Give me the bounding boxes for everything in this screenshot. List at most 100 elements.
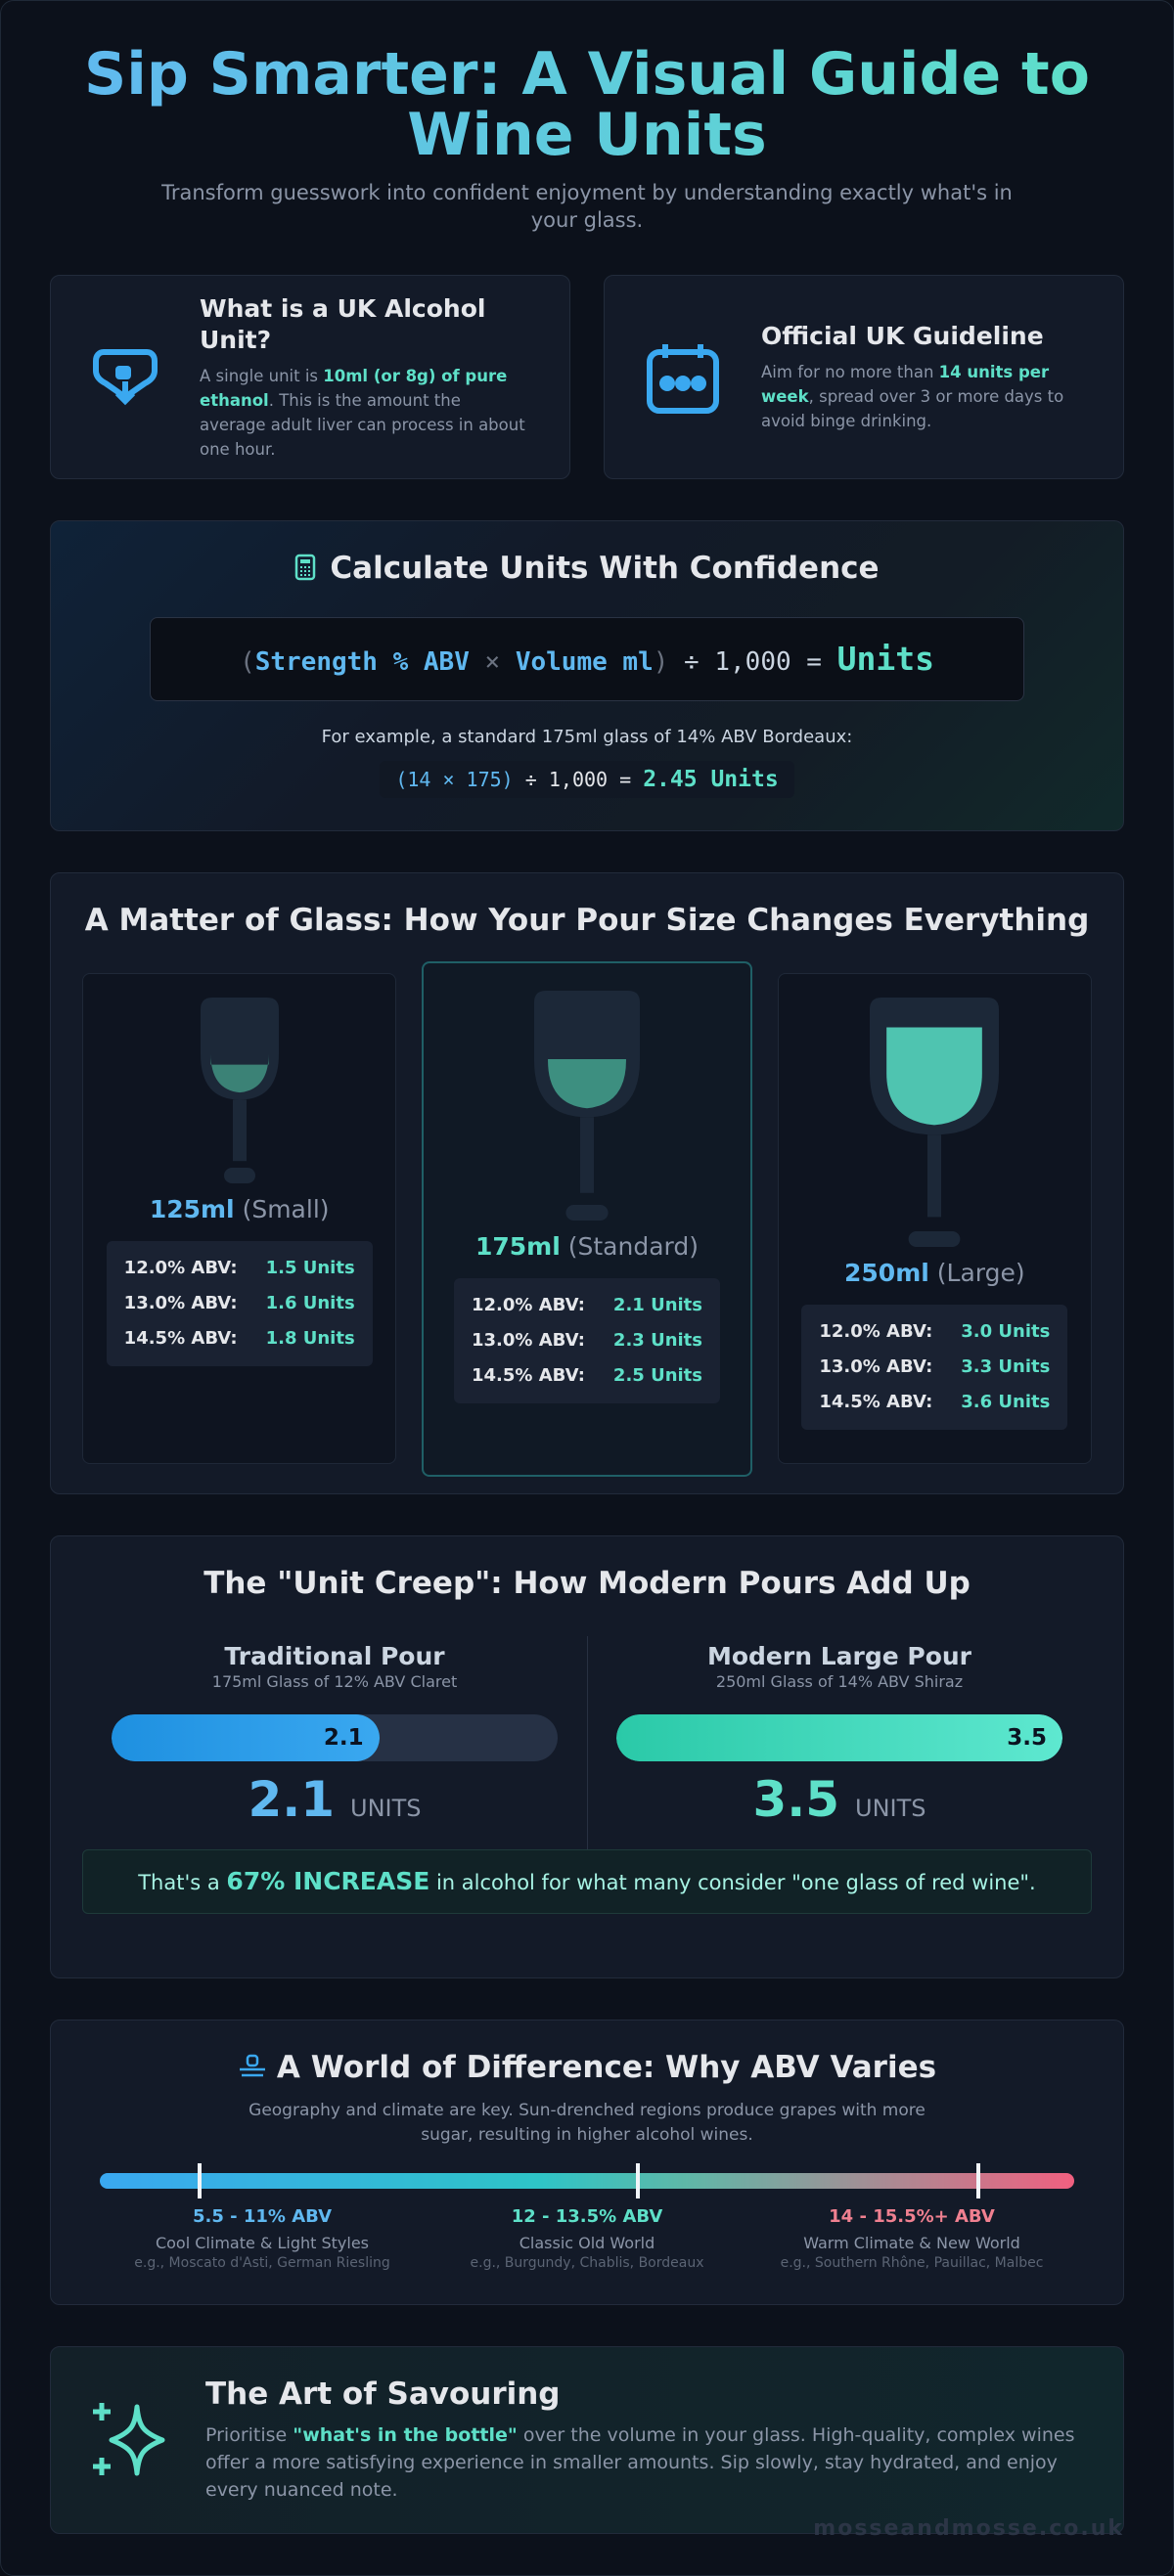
table-row: 13.0% ABV: 3.3 Units bbox=[819, 1350, 1050, 1385]
range: 14 - 15.5%+ ABV bbox=[829, 2206, 995, 2227]
section-title: Calculate Units With Confidence bbox=[51, 549, 1123, 588]
pour-title: Modern Large Pour bbox=[706, 1642, 972, 1670]
units: 3.6 Units bbox=[961, 1392, 1051, 1412]
text: That's a bbox=[138, 1871, 227, 1894]
text: Aim for no more than bbox=[761, 363, 939, 381]
savouring: The Art of Savouring Prioritise "what's … bbox=[50, 2346, 1124, 2534]
section-title: The Art of Savouring bbox=[205, 2376, 561, 2412]
units: 1.5 Units bbox=[265, 1258, 355, 1278]
text: Prioritise "what's in the bottle" over t… bbox=[205, 2421, 1084, 2504]
examples: e.g., Southern Rhône, Pauillac, Malbec bbox=[780, 2255, 1044, 2271]
size: 250ml bbox=[844, 1259, 929, 1287]
style: Warm Climate & New World bbox=[803, 2234, 1020, 2252]
abv-ranges: 5.5 - 11% ABV Cool Climate & Light Styles… bbox=[100, 2202, 1074, 2271]
text: 2.45 Units bbox=[643, 767, 779, 792]
example-text: For example, a standard 175ml glass of 1… bbox=[321, 727, 853, 747]
size: 125ml bbox=[149, 1195, 235, 1223]
abv: 12.0% ABV: bbox=[123, 1258, 238, 1278]
size-label: (Standard) bbox=[567, 1232, 699, 1261]
section-title: A World of Difference: Why ABV Varies bbox=[51, 2048, 1123, 2087]
example: (14 × 175) ÷ 1,000 = 2.45 Units bbox=[380, 761, 794, 798]
units: 1.8 Units bbox=[265, 1328, 355, 1349]
unit: UNITS bbox=[350, 1795, 422, 1822]
text: ÷ 1,000 = bbox=[524, 768, 632, 791]
title: Sip Smarter: A Visual Guide to Wine Unit… bbox=[50, 1, 1124, 165]
glass-list: 125ml (Small) 12.0% ABV: 1.5 Units 13.0% AB… bbox=[51, 961, 1123, 1477]
abv: 14.5% ABV: bbox=[472, 1365, 585, 1386]
text: over the volume in your glass. High-qual… bbox=[205, 2424, 1075, 2501]
units: 2.3 Units bbox=[612, 1330, 702, 1351]
size: 175ml bbox=[474, 1232, 561, 1261]
glass-size: 175ml (Standard) bbox=[475, 1232, 699, 1261]
examples: e.g., Burgundy, Chablis, Bordeaux bbox=[470, 2255, 704, 2271]
text: . This is the amount the average adult l… bbox=[200, 390, 525, 459]
bar-track: 3.5 bbox=[616, 1714, 1062, 1761]
unit-creep: The "Unit Creep": How Modern Pours Add U… bbox=[50, 1535, 1124, 1978]
big-number: 3.5 UNITS bbox=[616, 1771, 1062, 1828]
text: Volume ml bbox=[515, 647, 654, 677]
glass-card: 125ml (Small) 12.0% ABV: 1.5 Units 13.0% AB… bbox=[82, 973, 397, 1464]
text: in alcohol for what many consider "one g… bbox=[429, 1871, 1036, 1894]
text: × bbox=[484, 647, 501, 677]
table-row: 13.0% ABV: 2.3 Units bbox=[472, 1323, 702, 1358]
value: 3.5 bbox=[752, 1771, 840, 1828]
subtitle: Geography and climate are key. Sun-drenc… bbox=[248, 2101, 926, 2145]
unit: UNITS bbox=[855, 1795, 926, 1822]
card-text: Aim for no more than 14 units per week, … bbox=[761, 360, 1084, 433]
abv-range: 5.5 - 11% ABV Cool Climate & Light Styles… bbox=[100, 2202, 425, 2271]
abv: 13.0% ABV: bbox=[819, 1356, 933, 1377]
formula: (Strength % ABV × Volume ml) ÷ 1,000 = U… bbox=[150, 617, 1024, 701]
card-title: Official UK Guideline bbox=[761, 322, 1044, 350]
range: 5.5 - 11% ABV bbox=[192, 2206, 333, 2227]
glass-icon bbox=[870, 998, 1000, 1247]
highlight: 14 units per week bbox=[761, 363, 1050, 406]
abv: 12.0% ABV: bbox=[819, 1321, 933, 1342]
style: Classic Old World bbox=[519, 2234, 655, 2252]
glass-icon bbox=[200, 998, 279, 1183]
abv-section: A World of Difference: Why ABV Varies Ge… bbox=[50, 2020, 1124, 2305]
text: (14 × 175) bbox=[395, 768, 514, 791]
pours: Traditional Pour 175ml Glass of 12% ABV C… bbox=[51, 1636, 1123, 1849]
units-table: 12.0% ABV: 2.1 Units 13.0% ABV: 2.3 Units 14… bbox=[454, 1278, 720, 1403]
text: , spread over 3 or more days to avoid bi… bbox=[761, 387, 1064, 430]
text: Calculate Units With Confidence bbox=[330, 551, 880, 586]
units-table: 12.0% ABV: 3.0 Units 13.0% ABV: 3.3 Units 14… bbox=[801, 1305, 1068, 1430]
text: Prioritise bbox=[205, 2424, 294, 2446]
abv-gradient bbox=[100, 2163, 1074, 2198]
table-row: 13.0% ABV: 1.6 Units bbox=[124, 1286, 355, 1321]
card-title: What is a UK Alcohol Unit? bbox=[200, 293, 486, 354]
abv: 13.0% ABV: bbox=[472, 1330, 585, 1351]
size-label: (Small) bbox=[242, 1195, 330, 1223]
footer: mosseandmosse.co.uk bbox=[813, 2516, 1124, 2541]
units: 3.0 Units bbox=[961, 1321, 1051, 1342]
range: 12 - 13.5% ABV bbox=[511, 2206, 663, 2227]
text: A World of Difference: Why ABV Varies bbox=[276, 2050, 937, 2085]
table-row: 12.0% ABV: 1.5 Units bbox=[124, 1251, 355, 1286]
units-table: 12.0% ABV: 1.5 Units 13.0% ABV: 1.6 Units 14… bbox=[106, 1241, 373, 1366]
text: ( bbox=[240, 647, 255, 677]
abv: 14.5% ABV: bbox=[819, 1392, 933, 1412]
glass-size: 125ml (Small) bbox=[150, 1195, 330, 1223]
abv: 14.5% ABV: bbox=[123, 1328, 238, 1349]
bar: 3.5 bbox=[616, 1714, 1062, 1761]
glass-section: A Matter of Glass: How Your Pour Size Ch… bbox=[50, 872, 1124, 1494]
table-row: 14.5% ABV: 2.5 Units bbox=[472, 1358, 702, 1394]
abv: 12.0% ABV: bbox=[472, 1295, 585, 1315]
examples: e.g., Moscato d'Asti, German Riesling bbox=[134, 2255, 390, 2271]
table-row: 12.0% ABV: 2.1 Units bbox=[472, 1288, 702, 1323]
pour-subtitle: 175ml Glass of 12% ABV Claret bbox=[211, 1672, 458, 1691]
abv-range: 12 - 13.5% ABV Classic Old World e.g., Bur… bbox=[425, 2202, 749, 2271]
info-card: What is a UK Alcohol Unit? A single unit… bbox=[50, 275, 570, 479]
highlight: 67% INCREASE bbox=[226, 1867, 430, 1895]
icon bbox=[93, 2403, 165, 2476]
glass-icon bbox=[534, 991, 640, 1221]
big-number: 2.1 UNITS bbox=[112, 1771, 558, 1828]
pour-subtitle: 250ml Glass of 14% ABV Shiraz bbox=[715, 1672, 964, 1691]
table-row: 12.0% ABV: 3.0 Units bbox=[819, 1314, 1050, 1350]
highlight: 10ml (or 8g) of pure ethanol bbox=[200, 366, 508, 410]
card-text: A single unit is 10ml (or 8g) of pure et… bbox=[200, 364, 530, 462]
icon bbox=[647, 343, 719, 414]
value: 2.1 bbox=[248, 1771, 336, 1828]
units: 1.6 Units bbox=[265, 1293, 355, 1313]
